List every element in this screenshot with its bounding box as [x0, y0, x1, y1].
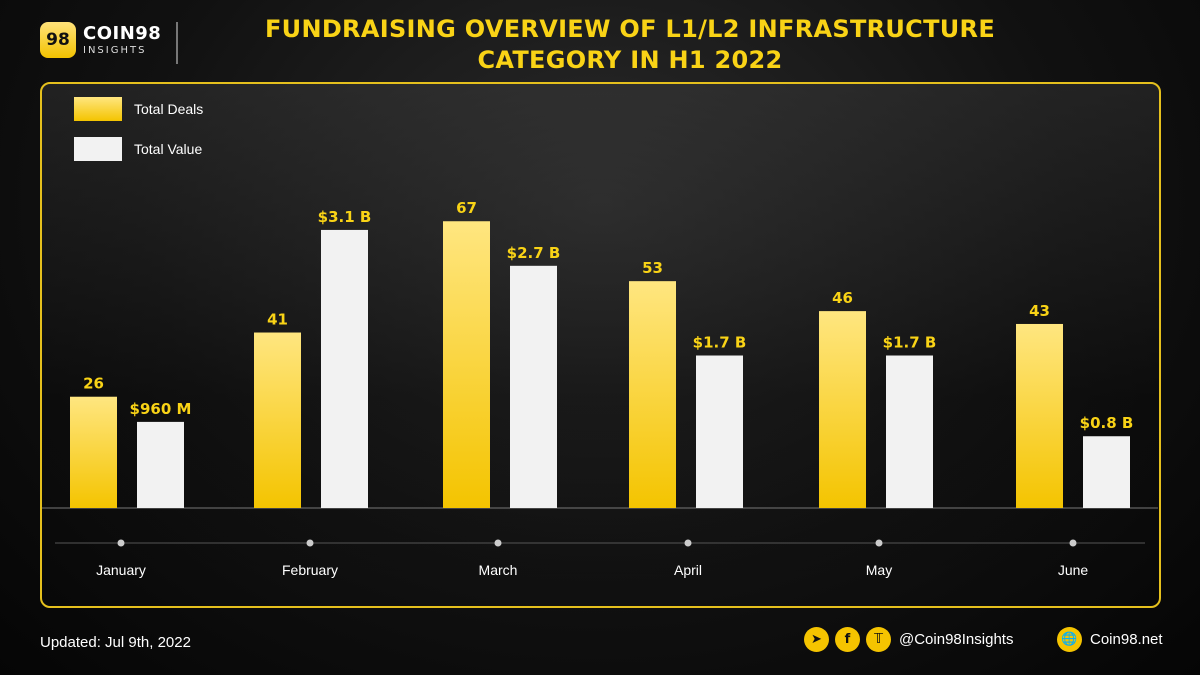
telegram-icon[interactable]: ➤: [804, 627, 829, 652]
website-link[interactable]: 🌐 Coin98.net: [1057, 627, 1163, 652]
tick-dot-january: [117, 539, 125, 547]
label-deals-june: 43: [1029, 302, 1050, 320]
brand-sub: INSIGHTS: [83, 44, 147, 56]
brand-name: COIN98: [83, 22, 162, 44]
logo: 98 COIN98 INSIGHTS: [40, 22, 161, 58]
tick-label-june: June: [1058, 562, 1089, 578]
twitter-icon[interactable]: 𝕋: [866, 627, 891, 652]
bar-value-march: [510, 265, 557, 508]
updated-date: Updated: Jul 9th, 2022: [40, 634, 191, 651]
tick-label-march: March: [479, 562, 518, 578]
bar-value-june: [1083, 436, 1130, 508]
label-deals-january: 26: [83, 375, 104, 393]
bar-deals-may: [819, 311, 866, 508]
legend-item-value: Total Value: [74, 137, 202, 161]
social-handle[interactable]: @Coin98Insights: [899, 631, 1014, 648]
legend-label-value: Total Value: [134, 141, 203, 157]
label-value-may: $1.7 B: [883, 334, 937, 352]
tick-dot-may: [875, 539, 883, 547]
legend-swatch-deals: [74, 97, 122, 121]
legend-item-deals: Total Deals: [74, 97, 203, 121]
tick-label-february: February: [282, 562, 338, 578]
logo-divider: [176, 22, 178, 64]
chart-title: FUNDRAISING OVERVIEW OF L1/L2 INFRASTRUC…: [264, 15, 996, 74]
label-value-march: $2.7 B: [507, 244, 561, 262]
bar-value-april: [696, 355, 743, 508]
legend-swatch-value: [74, 137, 122, 161]
bar-deals-january: [70, 396, 117, 508]
tick-dot-april: [684, 539, 692, 547]
coin98-logo-icon: 98: [40, 22, 76, 58]
tick-label-may: May: [866, 562, 892, 578]
bar-value-january: [137, 421, 184, 508]
label-value-june: $0.8 B: [1080, 414, 1134, 432]
bar-value-may: [886, 355, 933, 508]
label-deals-may: 46: [832, 289, 853, 307]
label-deals-march: 67: [456, 199, 477, 217]
globe-icon: 🌐: [1057, 627, 1082, 652]
tick-label-april: April: [674, 562, 702, 578]
bar-value-february: [321, 229, 368, 508]
legend-label-deals: Total Deals: [134, 101, 204, 117]
tick-dot-march: [494, 539, 502, 547]
bar-deals-march: [443, 221, 490, 509]
chart-panel: [40, 82, 1161, 608]
label-value-april: $1.7 B: [693, 334, 747, 352]
tick-label-january: January: [96, 562, 146, 578]
facebook-icon[interactable]: f: [835, 627, 860, 652]
label-deals-february: 41: [267, 311, 288, 329]
label-value-february: $3.1 B: [318, 208, 372, 226]
website-text[interactable]: Coin98.net: [1090, 631, 1163, 648]
tick-dot-june: [1069, 539, 1077, 547]
tick-dot-february: [306, 539, 314, 547]
social-links: ➤ f 𝕋 @Coin98Insights: [804, 627, 1013, 652]
bar-deals-february: [254, 332, 301, 508]
label-deals-april: 53: [642, 259, 663, 277]
bar-deals-april: [629, 281, 676, 508]
label-value-january: $960 M: [130, 400, 192, 418]
bar-deals-june: [1016, 323, 1063, 508]
